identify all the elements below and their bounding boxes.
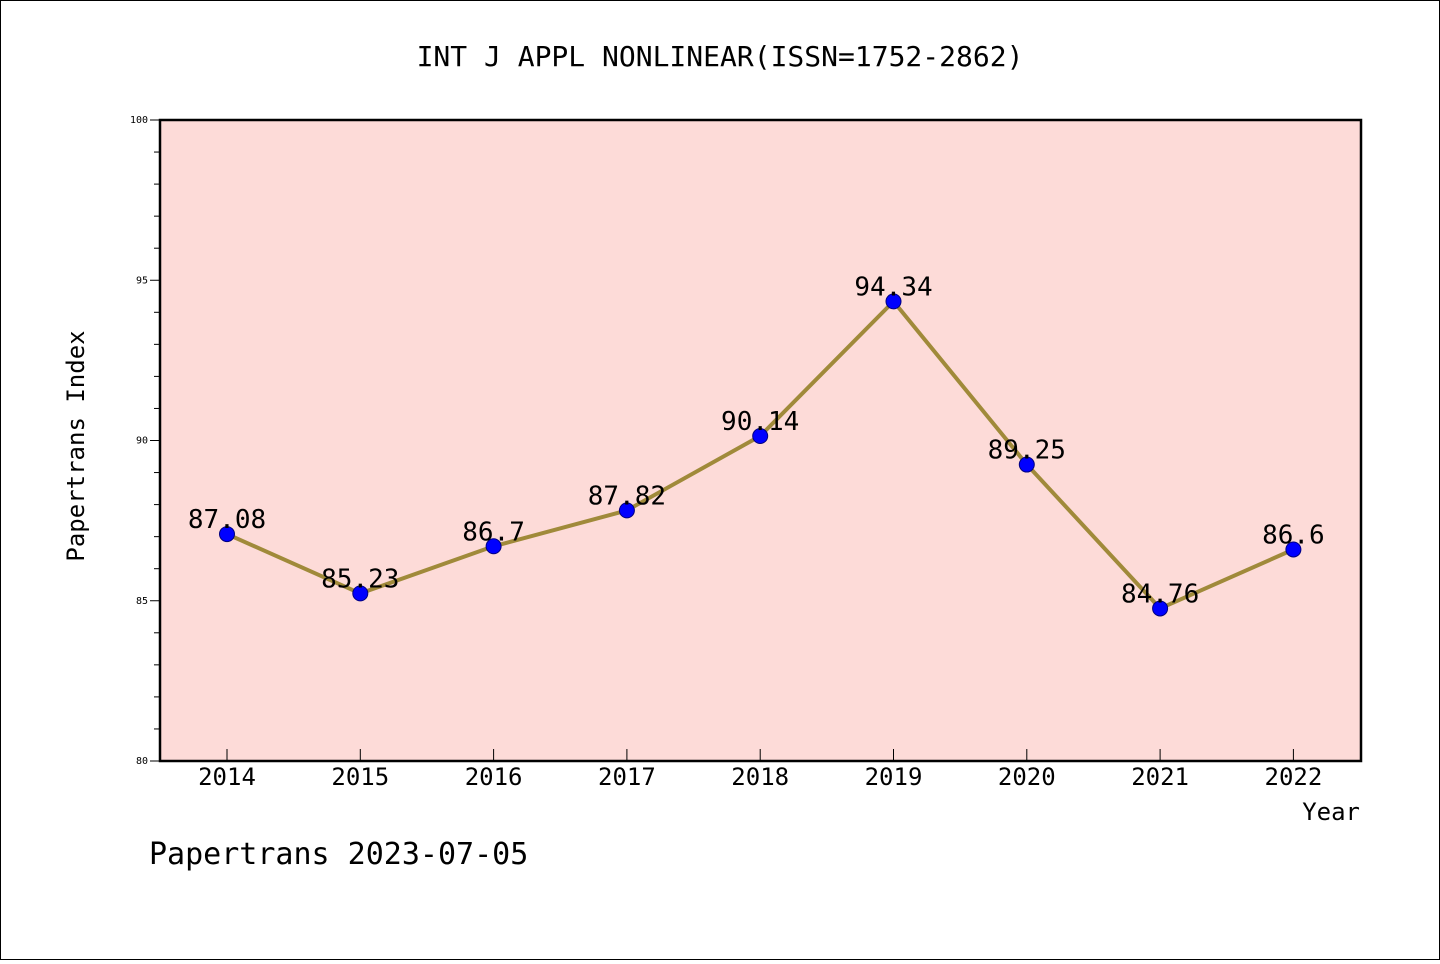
- data-label: 86.7: [462, 517, 525, 547]
- data-point: [618, 502, 635, 519]
- x-axis: 2014 2015 2016 2017 2018 2019 2020 2021 2022: [198, 749, 1322, 791]
- x-tick-label: 2014: [198, 763, 256, 791]
- data-point: [752, 428, 769, 445]
- series-layer: [219, 293, 1302, 617]
- data-label: 94.34: [854, 272, 932, 302]
- x-tick-label: 2015: [331, 763, 389, 791]
- data-point: [1152, 600, 1169, 617]
- data-label: 89.25: [988, 436, 1066, 466]
- y-axis-label: Papertrans Index: [62, 330, 90, 561]
- footer-source-date: Papertrans 2023-07-05: [149, 837, 528, 872]
- x-tick-label: 2016: [465, 763, 523, 791]
- data-point: [352, 585, 369, 602]
- x-axis-label: Year: [1302, 798, 1360, 826]
- x-tick-label: 2017: [598, 763, 656, 791]
- x-tick-label: 2020: [998, 763, 1056, 791]
- data-label: 87.08: [188, 505, 266, 535]
- data-label-layer: 87.08 85.23 86.7 87.82 90.14 94.34 89.25 84.76 8…: [188, 272, 1325, 609]
- y-tick-label: 95: [136, 275, 148, 286]
- x-tick-label: 2019: [865, 763, 923, 791]
- x-tick-label: 2021: [1131, 763, 1189, 791]
- data-point: [1018, 456, 1035, 473]
- y-tick-label: 85: [136, 596, 148, 607]
- chart-title: INT J APPL NONLINEAR(ISSN=1752-2862): [417, 40, 1024, 73]
- data-label: 84.76: [1121, 579, 1199, 609]
- data-point: [885, 293, 902, 310]
- data-label: 86.6: [1262, 520, 1325, 550]
- y-axis: 80 85 90 95 100: [130, 115, 160, 767]
- data-point: [219, 526, 235, 543]
- data-label: 85.23: [321, 564, 399, 594]
- data-label: 90.14: [721, 407, 799, 437]
- data-point: [1285, 541, 1302, 558]
- y-tick-label: 80: [136, 756, 148, 767]
- data-label: 87.82: [588, 481, 666, 511]
- x-tick-label: 2022: [1265, 763, 1323, 791]
- data-point: [485, 538, 502, 555]
- y-tick-label: 90: [136, 436, 148, 447]
- x-tick-label: 2018: [731, 763, 789, 791]
- y-tick-label: 100: [130, 115, 148, 126]
